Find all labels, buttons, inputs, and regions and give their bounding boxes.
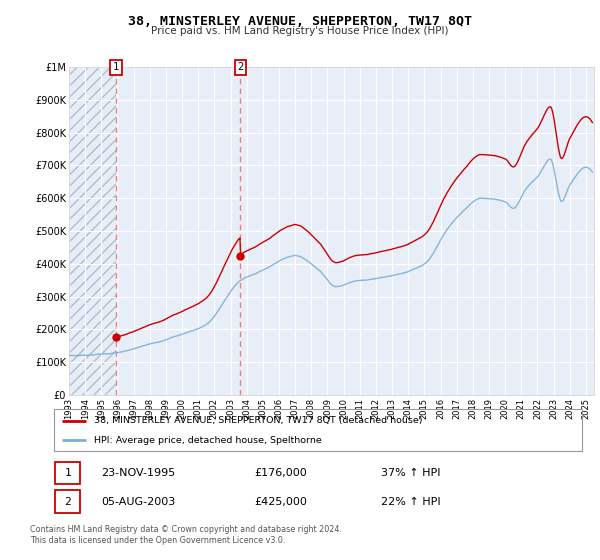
Text: 2: 2 — [237, 62, 244, 72]
Text: Price paid vs. HM Land Registry's House Price Index (HPI): Price paid vs. HM Land Registry's House … — [151, 26, 449, 36]
Text: Contains HM Land Registry data © Crown copyright and database right 2024.
This d: Contains HM Land Registry data © Crown c… — [30, 525, 342, 545]
Bar — [69, 67, 116, 395]
Text: 05-AUG-2003: 05-AUG-2003 — [101, 497, 176, 507]
Text: 38, MINSTERLEY AVENUE, SHEPPERTON, TW17 8QT: 38, MINSTERLEY AVENUE, SHEPPERTON, TW17 … — [128, 15, 472, 27]
Text: £176,000: £176,000 — [254, 468, 307, 478]
Text: HPI: Average price, detached house, Spelthorne: HPI: Average price, detached house, Spel… — [94, 436, 322, 445]
Text: 2: 2 — [64, 497, 71, 507]
Bar — [55, 491, 80, 513]
Text: 38, MINSTERLEY AVENUE, SHEPPERTON, TW17 8QT (detached house): 38, MINSTERLEY AVENUE, SHEPPERTON, TW17 … — [94, 416, 422, 425]
Bar — [55, 462, 80, 484]
Text: £425,000: £425,000 — [254, 497, 308, 507]
Text: 23-NOV-1995: 23-NOV-1995 — [101, 468, 176, 478]
Text: 1: 1 — [64, 468, 71, 478]
Text: 1: 1 — [113, 62, 119, 72]
Text: 37% ↑ HPI: 37% ↑ HPI — [382, 468, 441, 478]
Text: 22% ↑ HPI: 22% ↑ HPI — [382, 497, 441, 507]
